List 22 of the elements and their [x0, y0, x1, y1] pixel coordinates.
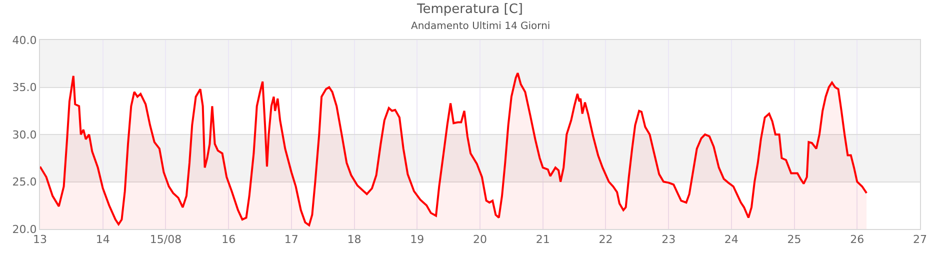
- x-tick-label: 24: [724, 233, 738, 246]
- x-tick-label: 17: [284, 233, 298, 246]
- chart-title: Temperatura [C]: [416, 2, 523, 17]
- x-tick-label: 18: [347, 233, 362, 246]
- y-tick-label: 25.0: [12, 176, 37, 189]
- chart-subtitle: Andamento Ultimi 14 Giorni: [411, 21, 550, 32]
- x-tick-label: 15/08: [150, 233, 182, 246]
- y-tick-label: 20.0: [12, 222, 37, 236]
- x-tick-label: 21: [536, 233, 550, 246]
- x-tick-label: 22: [598, 233, 613, 246]
- y-tick-label: 40.0: [12, 34, 37, 47]
- x-tick-label: 14: [96, 233, 110, 246]
- x-tick-label: 25: [787, 233, 802, 246]
- x-tick-label: 27: [913, 233, 927, 246]
- y-tick-label: 35.0: [12, 81, 37, 94]
- x-tick-label: 13: [33, 233, 47, 246]
- x-tick-label: 23: [662, 233, 676, 246]
- x-tick-label: 20: [473, 233, 487, 246]
- x-tick-label: 26: [850, 233, 864, 246]
- x-tick-label: 16: [222, 233, 236, 246]
- x-tick-label: 19: [410, 233, 424, 246]
- y-tick-label: 30.0: [12, 128, 37, 142]
